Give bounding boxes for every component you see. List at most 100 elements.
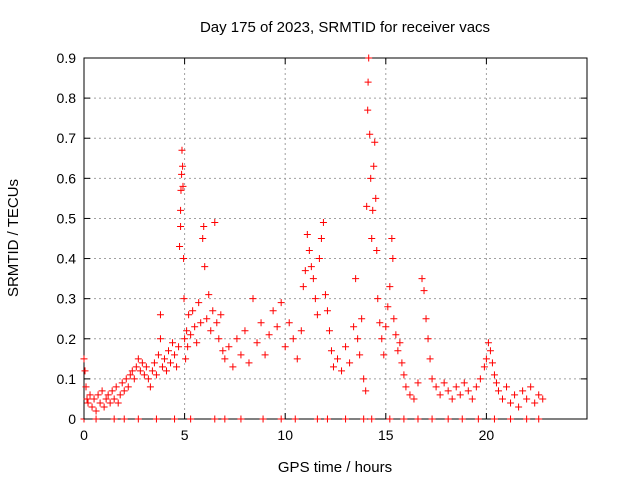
data-point <box>309 275 317 283</box>
data-point <box>184 343 192 351</box>
data-point <box>108 387 116 395</box>
data-point <box>146 383 154 391</box>
data-point <box>313 415 321 423</box>
data-point <box>498 395 506 403</box>
data-point <box>527 383 535 391</box>
data-point <box>120 415 128 423</box>
data-point <box>315 255 323 263</box>
data-point <box>203 315 211 323</box>
data-point <box>305 247 313 255</box>
data-point <box>195 299 203 307</box>
data-point <box>384 303 392 311</box>
data-point <box>265 331 273 339</box>
data-point <box>269 307 277 315</box>
data-point <box>179 182 187 190</box>
data-point <box>535 391 543 399</box>
data-point <box>160 355 168 363</box>
data-point <box>494 387 502 395</box>
data-point <box>100 403 108 411</box>
data-point <box>277 299 285 307</box>
data-point <box>259 415 267 423</box>
data-point <box>428 375 436 383</box>
data-point <box>402 383 410 391</box>
x-tick-label: 10 <box>277 427 293 443</box>
data-point <box>356 351 364 359</box>
data-point <box>98 387 106 395</box>
data-point <box>363 202 371 210</box>
data-point <box>136 367 144 375</box>
data-point <box>414 379 422 387</box>
data-point <box>207 327 215 335</box>
data-point <box>492 379 500 387</box>
data-point <box>187 331 195 339</box>
data-point <box>148 367 156 375</box>
data-point <box>484 339 492 347</box>
data-point <box>410 395 418 403</box>
data-point <box>523 395 531 403</box>
data-point <box>102 395 110 403</box>
data-point <box>171 351 179 359</box>
data-point <box>182 355 190 363</box>
data-point <box>167 359 175 367</box>
data-point <box>122 375 130 383</box>
data-point <box>373 247 381 255</box>
y-tick-label: 0.7 <box>57 130 77 146</box>
data-point <box>519 387 527 395</box>
data-point <box>142 363 150 371</box>
data-point <box>464 387 472 395</box>
data-point <box>281 343 289 351</box>
y-tick-label: 0.8 <box>57 90 77 106</box>
data-point <box>422 315 430 323</box>
data-point <box>354 335 362 343</box>
data-point <box>124 383 132 391</box>
data-point <box>253 339 261 347</box>
data-point <box>418 275 426 283</box>
data-point <box>219 347 227 355</box>
data-point <box>301 267 309 275</box>
data-point <box>94 391 102 399</box>
data-point <box>152 371 160 379</box>
data-point <box>371 138 379 146</box>
data-point <box>360 415 368 423</box>
data-point <box>199 235 207 242</box>
data-point <box>152 415 160 423</box>
plot-frame <box>83 57 588 420</box>
data-point <box>257 319 265 327</box>
data-point <box>183 327 191 335</box>
data-point <box>319 218 327 226</box>
data-point <box>273 323 281 331</box>
data-point <box>285 319 293 327</box>
data-point <box>187 415 195 423</box>
data-point <box>488 359 496 367</box>
data-point <box>389 255 397 263</box>
data-point <box>215 335 223 343</box>
data-point <box>154 351 162 359</box>
data-point <box>523 415 531 423</box>
data-point <box>205 291 213 299</box>
data-point <box>329 363 337 371</box>
data-point <box>303 230 311 238</box>
data-point <box>92 415 100 423</box>
data-point <box>88 403 96 411</box>
data-point <box>213 319 221 327</box>
data-point <box>372 194 380 202</box>
gridlines <box>84 58 587 419</box>
data-point <box>118 379 126 387</box>
data-point <box>440 379 448 387</box>
data-point <box>342 415 350 423</box>
data-point <box>380 351 388 359</box>
data-point <box>221 415 229 423</box>
data-point <box>177 222 185 230</box>
x-tick-label: 5 <box>181 427 189 443</box>
data-point <box>138 359 146 367</box>
data-point <box>277 415 285 423</box>
data-point <box>126 371 134 379</box>
data-point <box>225 343 233 351</box>
data-point <box>325 327 333 335</box>
data-point <box>177 206 185 214</box>
data-point <box>241 327 249 335</box>
data-point <box>180 255 188 263</box>
data-point <box>350 323 358 331</box>
data-point <box>323 307 331 315</box>
data-point <box>444 415 452 423</box>
